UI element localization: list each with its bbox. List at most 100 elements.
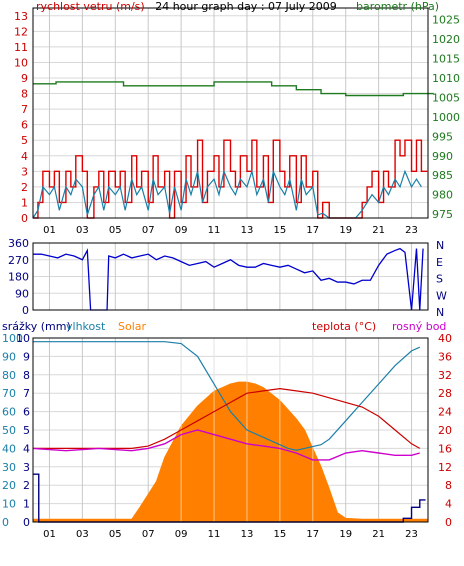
x-tick-label: 19	[339, 529, 352, 540]
y-rain-tick-label: 7	[23, 387, 30, 400]
y-right-tick-label: S	[436, 273, 443, 286]
y-left-tick-label: 7	[21, 103, 28, 116]
x-tick-label: 07	[142, 529, 155, 540]
dewpoint-series-line	[32, 429, 420, 461]
wind-pressure-panel: 0123456789101112139759809859909951000100…	[14, 0, 460, 236]
y-left-tick-label: 0	[21, 212, 28, 225]
y-left-tick-label: 6	[21, 119, 28, 132]
y-humidity-tick-label: 10	[2, 498, 16, 511]
y-humidity-tick-label: 30	[2, 461, 16, 474]
y-left-tick-label: 4	[21, 150, 28, 163]
y-right-tick-label: 1015	[432, 53, 460, 66]
x-tick-label: 05	[109, 529, 122, 540]
y-temp-tick-label: 40	[438, 332, 452, 345]
y-humidity-tick-label: 80	[2, 369, 16, 382]
x-tick-label: 21	[372, 529, 385, 540]
y-left-axis-title: rychlost vetru (m/s)	[36, 0, 145, 13]
y-rain-tick-label: 8	[23, 369, 30, 382]
y-temp-tick-label: 0	[445, 516, 452, 529]
y-humidity-tick-label: 70	[2, 387, 16, 400]
y-rain-tick-label: 5	[23, 424, 30, 437]
y-rain-tick-label: 1	[23, 498, 30, 511]
x-tick-label: 21	[372, 225, 385, 236]
y-right-tick-label: 985	[432, 169, 453, 182]
y-temp-tick-label: 8	[445, 479, 452, 492]
y-rain-tick-label: 4	[23, 442, 30, 455]
x-tick-label: 15	[274, 529, 287, 540]
plot-border	[32, 337, 429, 523]
y-temp-tick-label: 28	[438, 387, 452, 400]
y-right-tick-label: N	[436, 306, 444, 319]
y-left-tick-label: 9	[21, 72, 28, 85]
y-temp-tick-label: 12	[438, 461, 452, 474]
y-humidity-tick-label: 90	[2, 350, 16, 363]
y-rain-tick-label: 2	[23, 479, 30, 492]
y-left-tick-label: 5	[21, 134, 28, 147]
x-tick-label: 09	[175, 225, 188, 236]
y-left-tick-label: 8	[21, 88, 28, 101]
y-right-tick-label: 1005	[432, 91, 460, 104]
y-humidity-tick-label: 20	[2, 479, 16, 492]
plot-border	[32, 242, 429, 311]
y-left-tick-label: 3	[21, 165, 28, 178]
rain-series-line	[33, 473, 426, 523]
x-tick-label: 23	[405, 529, 418, 540]
x-tick-label: 17	[306, 529, 319, 540]
y-right-tick-label: 1025	[432, 14, 460, 27]
y-right-tick-label: 980	[432, 189, 453, 202]
x-tick-label: 11	[208, 225, 221, 236]
y-humidity-tick-label: 100	[2, 332, 23, 345]
pressure-series-line	[33, 81, 434, 97]
x-tick-label: 07	[142, 225, 155, 236]
x-tick-label: 17	[306, 225, 319, 236]
humidity-series-line	[33, 341, 421, 451]
legend-item: Solar	[118, 320, 147, 333]
y-left-tick-label: 13	[14, 10, 28, 23]
chart-title: 24 hour graph day : 07 July 2009	[155, 0, 337, 13]
rain-humidity-temperature-panel: 0102030405060708090100012345678910048121…	[2, 320, 452, 540]
x-tick-label: 05	[109, 225, 122, 236]
y-temp-tick-label: 24	[438, 406, 452, 419]
x-tick-label: 23	[405, 225, 418, 236]
y-right-tick-label: 1020	[432, 33, 460, 46]
y-temp-tick-label: 32	[438, 369, 452, 382]
legend-item: vlhkost	[66, 320, 106, 333]
wind-series-line	[32, 168, 422, 219]
x-tick-label: 11	[208, 529, 221, 540]
y-left-tick-label: 180	[8, 271, 29, 284]
y-left-tick-label: 2	[21, 181, 28, 194]
y-right-tick-label: N	[436, 239, 444, 252]
y-rain-tick-label: 3	[23, 461, 30, 474]
y-temp-tick-label: 4	[445, 498, 452, 511]
y-right-tick-label: W	[436, 289, 447, 302]
y-rain-tick-label: 6	[23, 406, 30, 419]
y-left-tick-label: 0	[22, 304, 29, 317]
x-tick-label: 09	[175, 529, 188, 540]
y-humidity-tick-label: 60	[2, 406, 16, 419]
y-left-tick-label: 1	[21, 196, 28, 209]
y-right-tick-label: E	[436, 256, 443, 269]
x-tick-label: 01	[43, 529, 56, 540]
y-right-axis-title: barometr (hPa)	[356, 0, 439, 13]
y-right-tick-label: 990	[432, 150, 453, 163]
y-right-tick-label: 1000	[432, 111, 460, 124]
x-tick-label: 03	[76, 529, 89, 540]
y-left-tick-label: 10	[14, 56, 28, 69]
y-right-tick-label: 975	[432, 208, 453, 221]
y-left-tick-label: 270	[8, 254, 29, 267]
y-rain-tick-label: 0	[23, 516, 30, 529]
y-right-tick-label: 995	[432, 130, 453, 143]
y-humidity-tick-label: 0	[2, 516, 9, 529]
y-temp-tick-label: 36	[438, 350, 452, 363]
legend-item: rosný bod	[392, 320, 446, 333]
plot-border	[32, 7, 429, 219]
y-left-tick-label: 90	[15, 287, 29, 300]
y-left-tick-label: 12	[14, 25, 28, 38]
y-rain-tick-label: 9	[23, 350, 30, 363]
x-tick-label: 13	[241, 529, 254, 540]
y-humidity-tick-label: 50	[2, 424, 16, 437]
y-temp-tick-label: 20	[438, 424, 452, 437]
legend-item: teplota (°C)	[312, 320, 376, 333]
temperature-series-line	[33, 387, 421, 449]
